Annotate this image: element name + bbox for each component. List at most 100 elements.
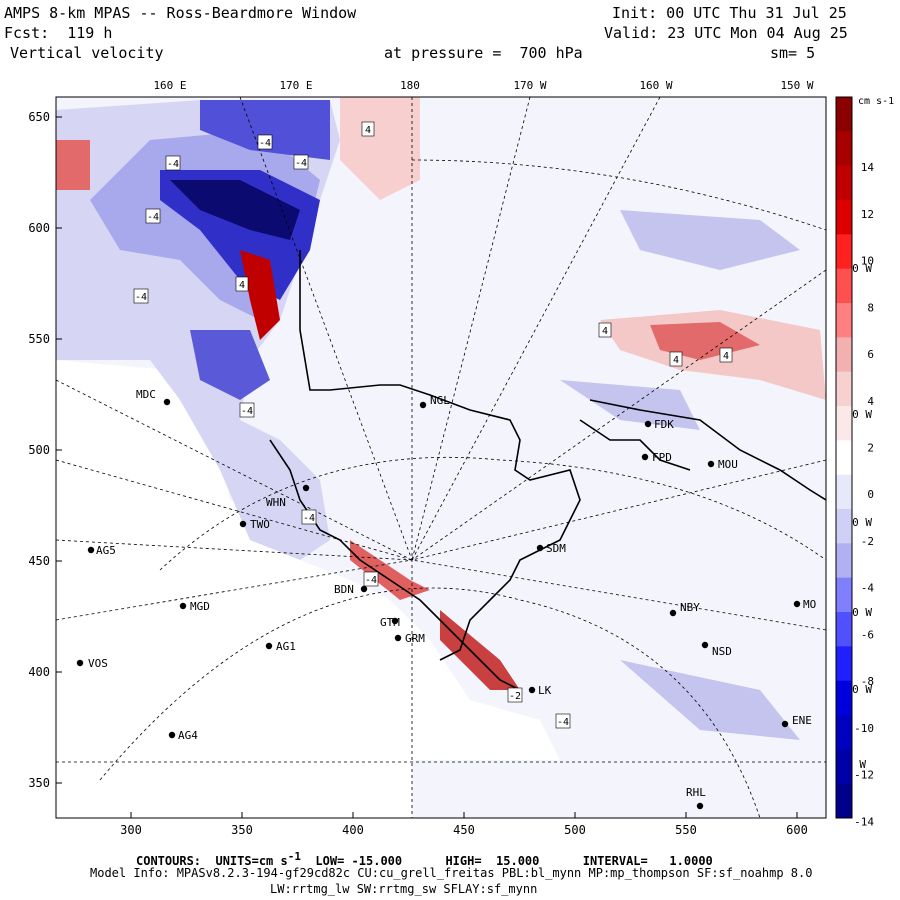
contour-label: -4 bbox=[167, 159, 179, 170]
y-ticks bbox=[56, 116, 798, 818]
colorbar-swatch bbox=[836, 749, 852, 785]
station-label: RHL bbox=[686, 786, 706, 799]
station-label: NSD bbox=[712, 645, 732, 658]
colorbar-swatch bbox=[836, 680, 852, 716]
field-name: Vertical velocity bbox=[10, 44, 164, 62]
colorbar-swatch bbox=[836, 440, 852, 476]
blue-core bbox=[170, 180, 300, 240]
blue-region-east-1 bbox=[620, 210, 800, 270]
station-label: MGD bbox=[190, 600, 210, 613]
red-region-west bbox=[56, 140, 90, 190]
lon-label: 170 E bbox=[279, 79, 312, 92]
station-label: MOU bbox=[718, 458, 738, 471]
colorbar-swatch bbox=[836, 474, 852, 510]
colorbar-label: 6 bbox=[867, 348, 874, 361]
contour-label: 4 bbox=[365, 125, 371, 136]
colorbar-units: cm s-1 bbox=[858, 96, 894, 107]
station-label: ENE bbox=[792, 714, 812, 727]
contour-label: 4 bbox=[673, 355, 679, 366]
colorbar-swatch bbox=[836, 234, 852, 270]
colorbar-swatch bbox=[836, 577, 852, 613]
colorbar-label: -6 bbox=[861, 628, 874, 641]
model-info-2: LW:rrtmg_lw SW:rrtmg_sw SFLAY:sf_mynn bbox=[270, 882, 538, 896]
colorbar-label: -8 bbox=[861, 675, 874, 688]
colorbar-swatch bbox=[836, 783, 852, 819]
station-label: GRM bbox=[405, 632, 425, 645]
red-region-north bbox=[340, 97, 420, 200]
red-region-east-core bbox=[650, 322, 760, 360]
colorbar-label: -10 bbox=[854, 722, 874, 735]
x-tick-label: 600 bbox=[786, 823, 808, 837]
graticule bbox=[56, 97, 826, 818]
smoothing: sm= 5 bbox=[770, 44, 816, 62]
colorbar-swatch bbox=[836, 337, 852, 373]
colorbar-label: 2 bbox=[867, 442, 874, 455]
lon-label: 160 E bbox=[153, 79, 186, 92]
coastline bbox=[269, 250, 826, 691]
red-coast-band bbox=[350, 540, 430, 600]
lon-label: 180 bbox=[400, 79, 420, 92]
station-label: FPD bbox=[652, 451, 672, 464]
red-wave-1 bbox=[240, 250, 280, 340]
colorbar-label: 8 bbox=[867, 301, 874, 314]
station-label: VOS bbox=[88, 657, 108, 670]
blue-region-top bbox=[200, 100, 330, 160]
contour-label: -4 bbox=[365, 575, 377, 586]
forecast-hour: Fcst: 119 h bbox=[4, 24, 113, 42]
lon-label: 160 W bbox=[639, 79, 672, 92]
nodata-region bbox=[56, 360, 560, 818]
x-tick-label: 500 bbox=[564, 823, 586, 837]
y-tick-label: 400 bbox=[28, 665, 50, 679]
colorbar-swatch bbox=[836, 646, 852, 682]
longitude-labels: 160 E 170 E 180 170 W 160 W 150 W bbox=[153, 79, 813, 92]
map-panel: 4 -4 -4 -4 4 -4 -4 4 4 4 -4 -4 -4 bbox=[56, 97, 826, 818]
station-label: NBY bbox=[680, 601, 700, 614]
station-label: GTM bbox=[380, 616, 400, 629]
colorbar-swatch bbox=[836, 715, 852, 750]
colorbar-label: -2 bbox=[861, 535, 874, 548]
map-title: AMPS 8-km MPAS -- Ross-Beardmore Window bbox=[4, 4, 357, 22]
colorbar-label: 0 bbox=[867, 488, 874, 501]
init-time: Init: 00 UTC Thu 31 Jul 25 bbox=[612, 4, 847, 22]
colorbar-label: 10 bbox=[861, 255, 874, 268]
colorbar-swatch bbox=[836, 165, 852, 201]
colorbar-label: 12 bbox=[861, 208, 874, 221]
colorbar-swatch bbox=[836, 97, 852, 132]
colorbar-swatch bbox=[836, 303, 852, 338]
station-label: MDC bbox=[136, 388, 156, 401]
contour-units-exponent: -1 bbox=[287, 850, 301, 863]
colorbar-swatch bbox=[836, 268, 852, 304]
lon-label: 170 W bbox=[513, 79, 546, 92]
blue-region-southeast bbox=[620, 660, 800, 740]
colorbar-label: 4 bbox=[867, 395, 874, 408]
y-tick-label: 600 bbox=[28, 221, 50, 235]
station-label: SDM bbox=[546, 542, 566, 555]
colorbar-label: -14 bbox=[854, 815, 874, 828]
colorbar-swatch bbox=[836, 406, 852, 441]
x-axis: 300 350 400 450 500 550 600 bbox=[120, 823, 808, 837]
contour-info: CONTOURS: UNITS=cm s-1 LOW= -15.000 HIGH… bbox=[136, 850, 713, 868]
colorbar-frame bbox=[835, 96, 853, 819]
contour-label: -2 bbox=[509, 691, 521, 702]
station-label: LK bbox=[538, 684, 552, 697]
colorbar bbox=[835, 96, 853, 819]
colorbar-label: 14 bbox=[861, 161, 875, 174]
y-tick-label: 650 bbox=[28, 110, 50, 124]
station-label: NGL bbox=[430, 394, 450, 407]
contour-label: -4 bbox=[557, 717, 569, 728]
station-label: MO bbox=[803, 598, 816, 611]
station-label: FDK bbox=[654, 418, 674, 431]
station-label: AG5 bbox=[96, 544, 116, 557]
blue-region-east-2 bbox=[560, 380, 700, 430]
contour-label: -4 bbox=[303, 513, 315, 524]
y-tick-label: 550 bbox=[28, 332, 50, 346]
x-tick-label: 550 bbox=[675, 823, 697, 837]
contour-labels: 4 -4 -4 -4 4 -4 -4 4 4 4 -4 -4 -4 bbox=[133, 121, 733, 729]
y-tick-label: 450 bbox=[28, 554, 50, 568]
contour-range-text: LOW= -15.000 HIGH= 15.000 INTERVAL= 1.00… bbox=[300, 854, 713, 868]
contour-units-text: CONTOURS: UNITS=cm s bbox=[136, 854, 288, 868]
colorbar-swatch bbox=[836, 371, 852, 407]
model-info: Model Info: MPASv8.2.3-194-gf29cd82c CU:… bbox=[90, 866, 813, 880]
pressure-level: at pressure = 700 hPa bbox=[384, 44, 583, 62]
station-label: WHN bbox=[266, 496, 286, 509]
